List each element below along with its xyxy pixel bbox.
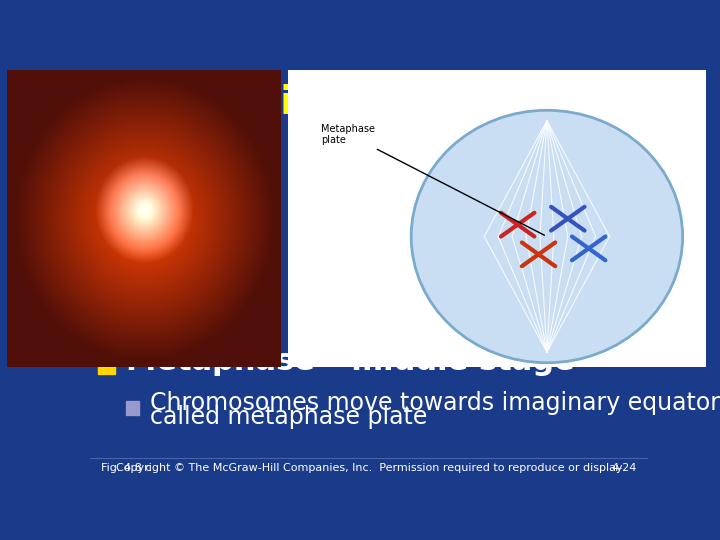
Ellipse shape [411,110,683,363]
Text: Metaphase – middle stage: Metaphase – middle stage [126,347,575,376]
Text: called metaphase plate: called metaphase plate [150,405,428,429]
Text: Fig. 4.8 c: Fig. 4.8 c [101,463,152,473]
Bar [126,401,138,415]
Bar [99,354,115,374]
Text: Metaphase
plate: Metaphase plate [321,124,544,235]
Text: Mitosis - continued: Mitosis - continued [160,83,578,121]
Text: Chromosomes move towards imaginary equator: Chromosomes move towards imaginary equat… [150,391,720,415]
Text: Copyright © The McGraw-Hill Companies, Inc.  Permission required to reproduce or: Copyright © The McGraw-Hill Companies, I… [116,463,622,473]
Text: 4-24: 4-24 [611,463,637,473]
